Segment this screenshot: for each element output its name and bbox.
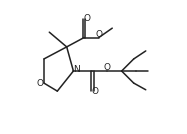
Text: O: O [84,14,91,23]
Text: O: O [95,30,102,39]
Text: N: N [73,64,79,74]
Text: O: O [103,63,110,72]
Text: O: O [36,79,43,88]
Text: O: O [92,87,99,96]
